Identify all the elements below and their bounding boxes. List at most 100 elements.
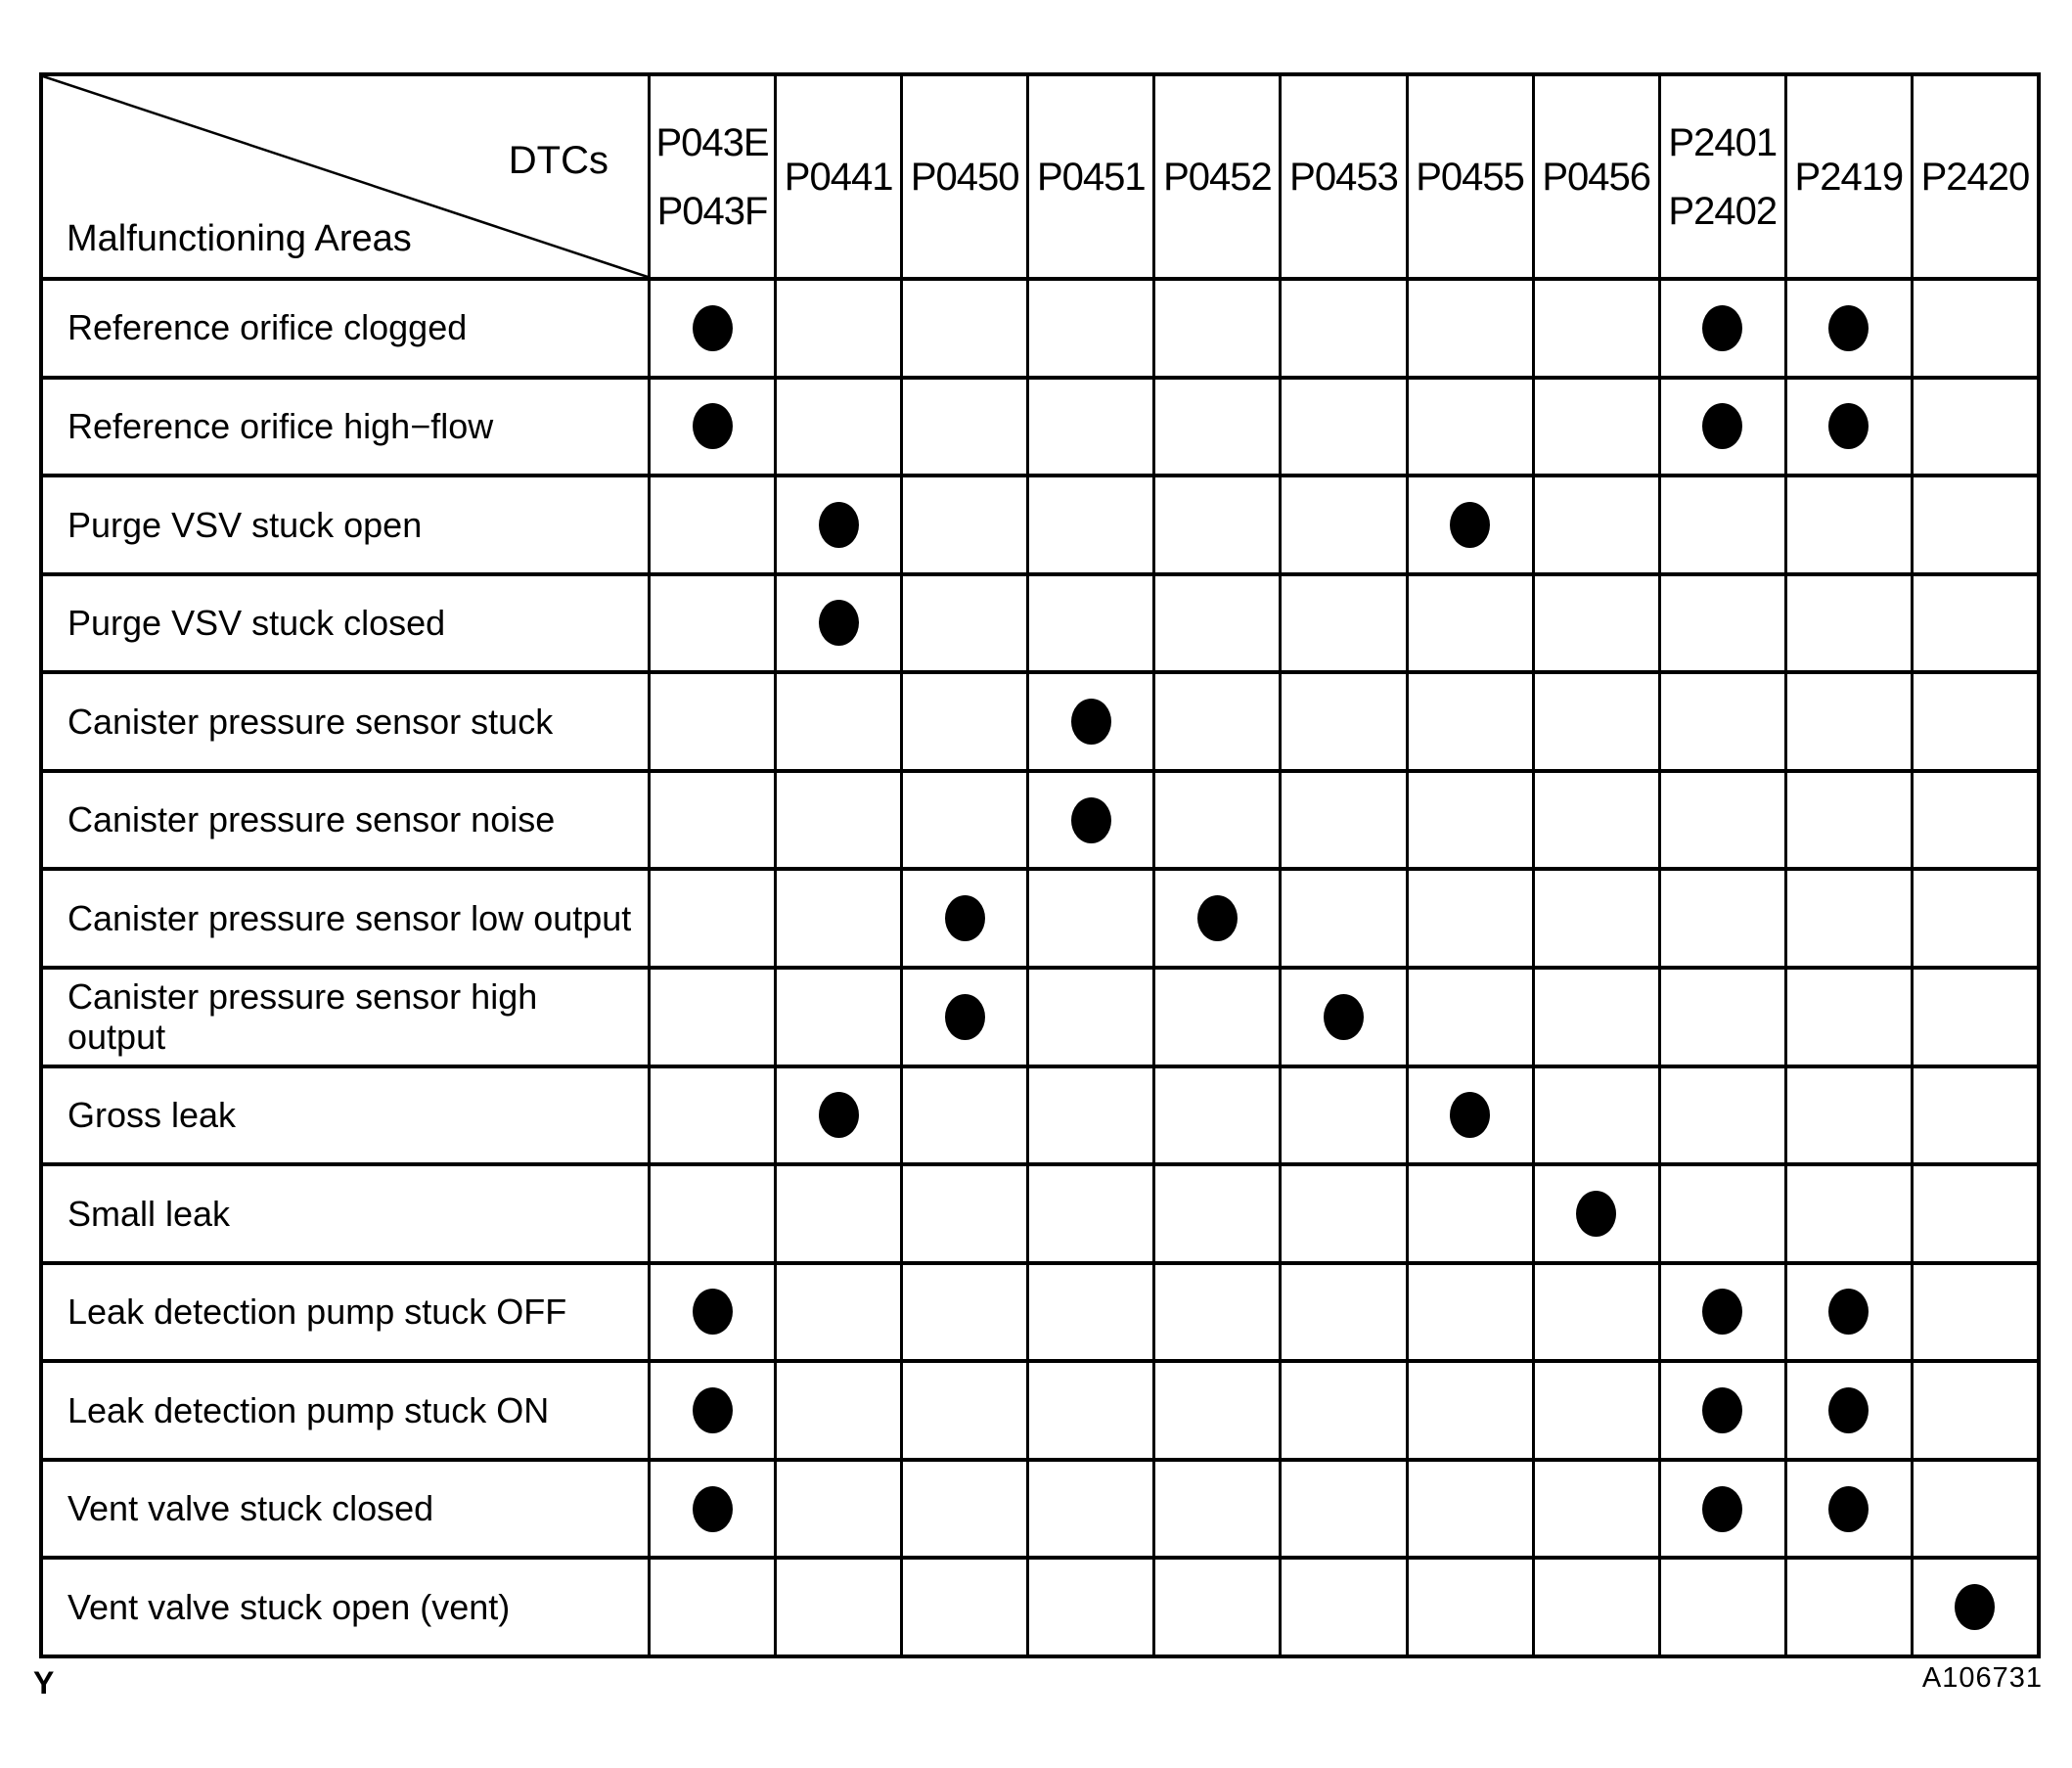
matrix-cell bbox=[900, 1457, 1027, 1557]
dtc-code: P0452 bbox=[1163, 155, 1273, 199]
matrix-cell bbox=[648, 474, 775, 572]
matrix-cell bbox=[1405, 1457, 1532, 1557]
matrix-cell bbox=[1279, 1162, 1406, 1261]
matrix-cell bbox=[1783, 1260, 1911, 1360]
matrix-cell bbox=[774, 768, 901, 868]
matrix-cell bbox=[1531, 474, 1658, 572]
matrix-cell bbox=[1152, 1064, 1280, 1163]
matrix-cell bbox=[1026, 277, 1153, 376]
applicable-dtc-dot bbox=[1702, 403, 1743, 450]
malfunction-row-label: Reference orifice clogged bbox=[43, 277, 648, 376]
matrix-cell bbox=[1279, 768, 1406, 868]
dtc-column-header: P2420 bbox=[1910, 76, 2037, 277]
matrix-cell bbox=[900, 965, 1027, 1065]
applicable-dtc-dot bbox=[1070, 699, 1111, 746]
matrix-cell bbox=[774, 474, 901, 572]
matrix-cell bbox=[1405, 1162, 1532, 1261]
matrix-cell bbox=[900, 768, 1027, 868]
matrix-cell bbox=[1152, 1556, 1280, 1655]
matrix-cell bbox=[1026, 867, 1153, 966]
dtc-code: P043F bbox=[656, 189, 769, 233]
dtc-code: P0456 bbox=[1542, 155, 1651, 199]
matrix-cell bbox=[1531, 1162, 1658, 1261]
matrix-cell bbox=[1657, 375, 1784, 475]
matrix-cell bbox=[1910, 277, 2037, 376]
matrix-cell bbox=[900, 1556, 1027, 1655]
matrix-cell bbox=[1026, 1556, 1153, 1655]
applicable-dtc-dot bbox=[1702, 1485, 1743, 1532]
matrix-cell bbox=[1026, 571, 1153, 671]
matrix-cell bbox=[1026, 375, 1153, 475]
applicable-dtc-dot bbox=[818, 600, 859, 647]
matrix-cell bbox=[1152, 1260, 1280, 1360]
malfunction-row-label: Purge VSV stuck open bbox=[43, 474, 648, 572]
matrix-cell bbox=[1657, 474, 1784, 572]
matrix-cell bbox=[1152, 768, 1280, 868]
matrix-cell bbox=[774, 670, 901, 769]
matrix-cell bbox=[774, 1260, 901, 1360]
matrix-cell bbox=[1026, 670, 1153, 769]
matrix-cell bbox=[1531, 965, 1658, 1065]
matrix-cell bbox=[1910, 1064, 2037, 1163]
matrix-cell bbox=[1783, 768, 1911, 868]
applicable-dtc-dot bbox=[1323, 993, 1364, 1040]
matrix-cell bbox=[1783, 375, 1911, 475]
dtc-code: P2420 bbox=[1920, 155, 2031, 199]
matrix-cell bbox=[1783, 965, 1911, 1065]
matrix-cell bbox=[1657, 1064, 1784, 1163]
applicable-dtc-dot bbox=[1828, 1387, 1869, 1434]
matrix-cell bbox=[1783, 1064, 1911, 1163]
matrix-cell bbox=[1783, 1457, 1911, 1557]
matrix-cell bbox=[900, 474, 1027, 572]
malfunction-row-label: Reference orifice high−flow bbox=[43, 375, 648, 475]
matrix-cell bbox=[900, 1260, 1027, 1360]
matrix-cell bbox=[1405, 1556, 1532, 1655]
matrix-cell bbox=[648, 867, 775, 966]
applicable-dtc-dot bbox=[1450, 1092, 1491, 1139]
applicable-dtc-dot bbox=[1955, 1584, 1996, 1631]
matrix-cell bbox=[900, 277, 1027, 376]
matrix-cell bbox=[648, 1359, 775, 1458]
matrix-cell bbox=[1657, 1556, 1784, 1655]
dtc-column-header: P2401 P2402 bbox=[1657, 76, 1784, 277]
matrix-cell bbox=[648, 1457, 775, 1557]
matrix-cell bbox=[1279, 1064, 1406, 1163]
matrix-cell bbox=[648, 1162, 775, 1261]
matrix-cell bbox=[1910, 1556, 2037, 1655]
applicable-dtc-dot bbox=[1702, 1387, 1743, 1434]
malfunction-row-label: Purge VSV stuck closed bbox=[43, 571, 648, 671]
matrix-cell bbox=[1279, 375, 1406, 475]
corner-label-areas: Malfunctioning Areas bbox=[67, 218, 412, 259]
applicable-dtc-dot bbox=[1196, 895, 1238, 942]
matrix-cell bbox=[1405, 867, 1532, 966]
matrix-cell bbox=[1152, 571, 1280, 671]
matrix-cell bbox=[1531, 1359, 1658, 1458]
matrix-cell bbox=[1405, 1260, 1532, 1360]
malfunction-row-label: Vent valve stuck open (vent) bbox=[43, 1556, 648, 1655]
matrix-cell bbox=[1279, 965, 1406, 1065]
dtc-code: P2402 bbox=[1668, 189, 1778, 233]
matrix-cell bbox=[1531, 1260, 1658, 1360]
dtc-code: P0441 bbox=[784, 155, 894, 199]
dtc-code: P0455 bbox=[1416, 155, 1525, 199]
dtc-column-header: P0453 bbox=[1279, 76, 1405, 277]
applicable-dtc-dot bbox=[944, 993, 985, 1040]
matrix-cell bbox=[900, 1162, 1027, 1261]
matrix-cell bbox=[1279, 1457, 1406, 1557]
table-corner-cell: DTCs Malfunctioning Areas bbox=[43, 76, 648, 277]
matrix-cell bbox=[900, 1359, 1027, 1458]
matrix-cell bbox=[648, 375, 775, 475]
matrix-cell bbox=[1531, 1457, 1658, 1557]
matrix-cell bbox=[1279, 277, 1406, 376]
applicable-dtc-dot bbox=[692, 1289, 733, 1336]
matrix-cell bbox=[1910, 1162, 2037, 1261]
matrix-cell bbox=[774, 1457, 901, 1557]
dtc-column-header: P0452 bbox=[1152, 76, 1279, 277]
applicable-dtc-dot bbox=[692, 304, 733, 351]
dtc-matrix-table: DTCs Malfunctioning Areas P043E P043F P044… bbox=[39, 72, 2041, 1658]
matrix-cell bbox=[774, 1359, 901, 1458]
matrix-cell bbox=[1026, 1457, 1153, 1557]
matrix-cell bbox=[1531, 277, 1658, 376]
matrix-cell bbox=[1152, 670, 1280, 769]
matrix-cell bbox=[648, 768, 775, 868]
